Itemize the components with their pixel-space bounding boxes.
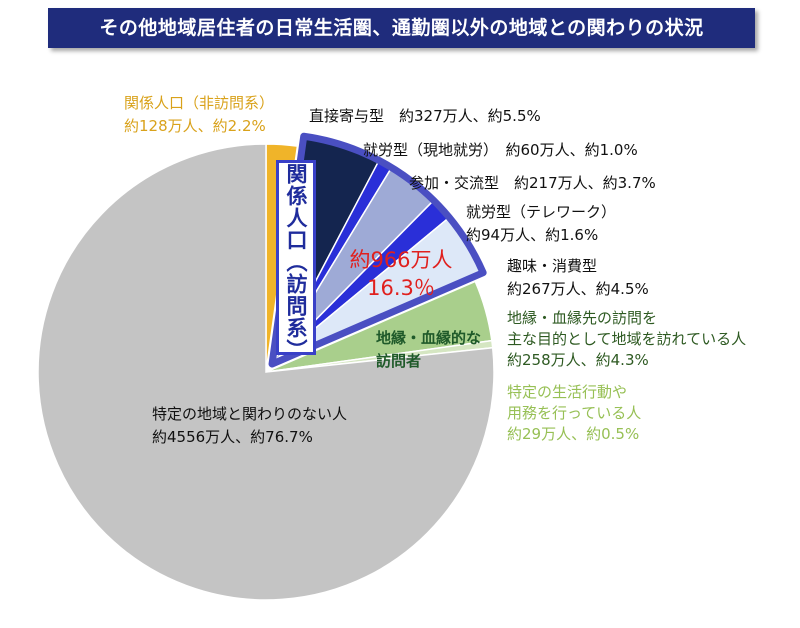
highlight-group-outline (268, 132, 487, 368)
label-specific-2: 用務を行っている人 (507, 404, 642, 422)
label-kin-3: 約258万人、約4.3% (507, 351, 649, 369)
label-hobby-value: 約267万人、約4.5% (507, 280, 649, 298)
label-local-work: 就労型（現地就労） 約60万人、約1.0% (363, 141, 638, 159)
visit-group-total: 約966万人 16.3％ (326, 246, 476, 302)
label-direct: 直接寄与型 約327万人、約5.5% (309, 107, 541, 125)
label-non-visit-title: 関係人口（非訪問系） (124, 94, 275, 112)
visit-group-percent: 16.3％ (367, 276, 435, 300)
label-hobby-title: 趣味・消費型 (507, 257, 598, 275)
pie-slice-8 (37, 143, 495, 601)
visit-group-label: 関係人口（訪問系） (276, 160, 316, 361)
label-telework-value: 約94万人、約1.6% (466, 226, 599, 244)
label-non-visit-value: 約128万人、約2.2% (124, 117, 266, 135)
label-kin-visitor-1: 地縁・血縁的な (376, 329, 482, 347)
label-telework-title: 就労型（テレワーク） (466, 203, 617, 221)
label-none-value: 約4556万人、約76.7% (152, 428, 313, 446)
label-none-title: 特定の地域と関わりのない人 (152, 405, 348, 423)
chart-title: その他地域居住者の日常生活圏、通勤圏以外の地域との関わりの状況 (48, 8, 755, 48)
label-specific-3: 約29万人、約0.5% (507, 425, 640, 443)
label-kin-1: 地縁・血縁先の訪問を (507, 309, 658, 327)
label-kin-visitor-2: 訪問者 (376, 352, 422, 370)
label-kin-2: 主な目的として地域を訪れている人 (507, 330, 747, 348)
label-participation: 参加・交流型 約217万人、約3.7% (409, 174, 656, 192)
label-specific-1: 特定の生活行動や (507, 383, 628, 401)
visit-group-count: 約966万人 (349, 248, 453, 272)
